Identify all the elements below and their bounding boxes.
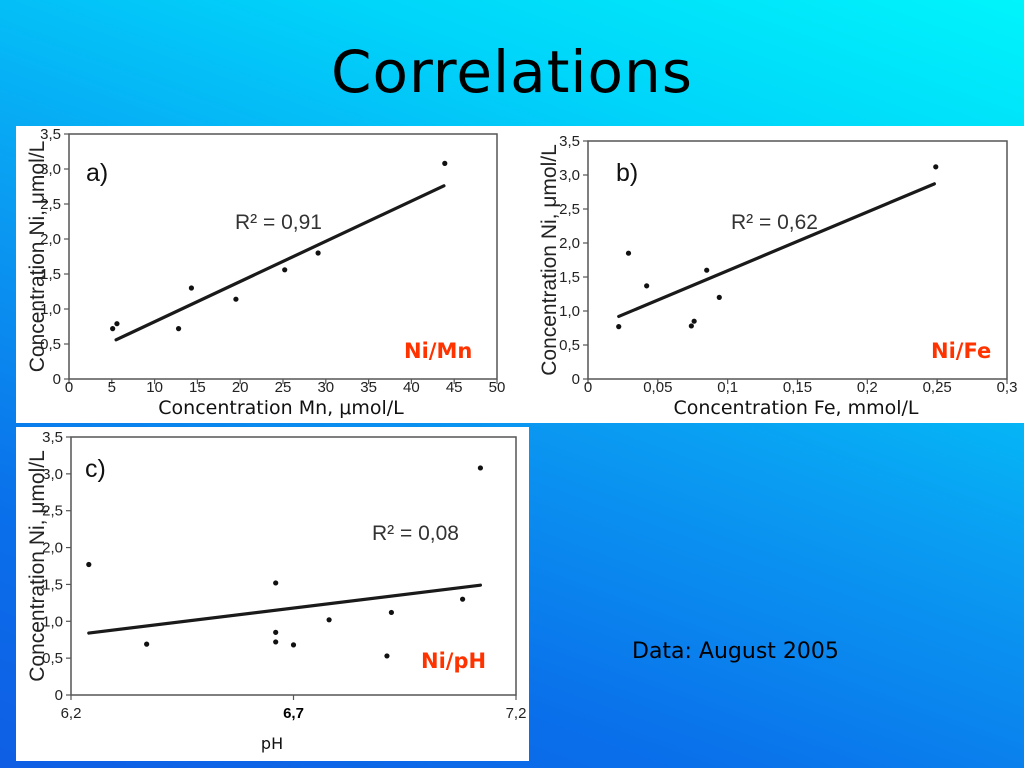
data-point <box>477 465 483 471</box>
data-point <box>388 609 394 616</box>
y-tick-label: 3,0 <box>42 466 63 483</box>
data-point <box>273 580 279 586</box>
x-tick-label-bold: 6,7 <box>283 705 304 722</box>
data-point <box>460 596 466 602</box>
data-point <box>188 285 195 291</box>
x-axis-label: pH <box>261 734 283 753</box>
data-point <box>644 283 650 289</box>
y-tick-label: 2,0 <box>559 235 580 252</box>
x-tick-label: 7,2 <box>506 705 527 722</box>
data-point <box>326 617 332 623</box>
x-tick-label: 5 <box>108 379 116 396</box>
data-point <box>110 326 116 332</box>
chart-ni-ph-svg: 0 0,5 1,0 1,5 2,0 2,5 3,0 3,5 6,2 6,7 7,2 Concentra… <box>26 429 527 753</box>
slide-title: Correlations <box>330 38 694 106</box>
y-tick-label: 1,0 <box>40 301 61 318</box>
data-point <box>716 294 722 300</box>
y-tick-label: 0,5 <box>559 337 580 354</box>
y-tick-label: 1,5 <box>559 269 580 286</box>
y-axis-label: Concentration Ni, μmol/L <box>26 141 49 373</box>
y-tick-label: 2,5 <box>42 503 63 520</box>
x-tick-label: 0,1 <box>717 379 738 396</box>
trend-line <box>114 184 446 342</box>
r-squared-annotation: R² = 0,62 <box>731 211 818 234</box>
y-tick-label: 3,5 <box>42 429 63 446</box>
y-tick-label: 0 <box>55 687 63 704</box>
y-tick-label: 0,5 <box>42 650 63 667</box>
x-tick-label: 0,3 <box>997 379 1018 396</box>
data-point <box>144 641 150 647</box>
y-tick-label: 0,5 <box>40 336 61 353</box>
x-tick-label: 35 <box>360 379 377 396</box>
y-axis-label: Concentration Ni, μmol/L <box>538 144 561 376</box>
y-tick-label: 2,5 <box>559 201 580 218</box>
y-tick-label: 3,5 <box>559 133 580 150</box>
r-squared-annotation: R² = 0,91 <box>235 211 322 234</box>
data-point <box>86 561 92 568</box>
data-point <box>616 324 622 330</box>
x-tick-label: 45 <box>446 379 463 396</box>
data-point <box>315 250 321 256</box>
data-point <box>691 318 697 324</box>
element-pair-tag: Ni/pH <box>421 649 486 673</box>
x-axis-label: Concentration Mn, μmol/L <box>158 397 404 419</box>
data-point <box>273 639 279 645</box>
x-tick-label: 30 <box>317 379 334 396</box>
panel-label: c) <box>85 455 106 483</box>
y-tick-label: 3,0 <box>40 161 61 178</box>
x-tick-label: 40 <box>403 379 420 396</box>
data-point <box>384 653 390 659</box>
panel-label: a) <box>86 159 108 187</box>
data-point <box>290 642 297 648</box>
r-squared-annotation: R² = 0,08 <box>372 522 459 545</box>
data-point <box>114 321 120 327</box>
y-tick-label: 2,0 <box>42 540 63 557</box>
panel-label: b) <box>616 159 638 187</box>
data-point <box>175 326 182 332</box>
chart-ni-mn-svg: 0 0,5 1,0 1,5 2,0 2,5 3,0 3,5 0 5 10 15 20 25 30 35 40 45… <box>26 126 506 419</box>
y-tick-label: 3,5 <box>40 126 61 143</box>
data-point <box>282 267 288 273</box>
y-tick-label: 2,0 <box>40 231 61 248</box>
x-tick-label: 0 <box>584 379 592 396</box>
data-point <box>625 250 632 256</box>
data-point <box>933 164 939 170</box>
x-tick-label: 6,2 <box>61 705 82 722</box>
chart-panel-ni-ph: 0 0,5 1,0 1,5 2,0 2,5 3,0 3,5 6,2 6,7 7,2 Concentra… <box>16 427 529 761</box>
y-tick-label: 1,0 <box>559 303 580 320</box>
x-tick-label: 0,05 <box>643 379 672 396</box>
data-point <box>273 629 279 635</box>
x-tick-label: 20 <box>232 379 249 396</box>
element-pair-tag: Ni/Fe <box>931 339 991 363</box>
data-point <box>704 267 710 273</box>
data-date-note: Data: August 2005 <box>632 639 839 664</box>
chart-ni-fe-svg: 0 0,5 1,0 1,5 2,0 2,5 3,0 3,5 0 0,05 0,1 0,15 0,2 0,2… <box>538 133 1018 419</box>
x-tick-label: 0,25 <box>923 379 952 396</box>
y-tick-label: 1,5 <box>40 266 61 283</box>
x-tick-label: 0 <box>65 379 73 396</box>
x-tick-label: 0,2 <box>857 379 878 396</box>
chart-panel-ni-mn: 0 0,5 1,0 1,5 2,0 2,5 3,0 3,5 0 5 10 15 20 25 30 35 40 45… <box>16 126 528 423</box>
y-tick-label: 2,5 <box>40 196 61 213</box>
x-tick-label: 15 <box>189 379 206 396</box>
y-tick-label: 0 <box>572 371 580 388</box>
y-tick-label: 1,0 <box>42 613 63 630</box>
element-pair-tag: Ni/Mn <box>404 339 472 363</box>
y-tick-label: 0 <box>53 371 61 388</box>
chart-panel-ni-fe: 0 0,5 1,0 1,5 2,0 2,5 3,0 3,5 0 0,05 0,1 0,15 0,2 0,2… <box>528 126 1024 423</box>
y-tick-label: 1,5 <box>42 576 63 593</box>
trend-line <box>617 182 936 319</box>
x-tick-label: 50 <box>489 379 506 396</box>
trend-line <box>87 583 482 635</box>
y-tick-label: 3,0 <box>559 167 580 184</box>
data-point <box>688 323 694 329</box>
x-tick-label: 10 <box>146 379 163 396</box>
x-axis-label: Concentration Fe, mmol/L <box>673 397 918 419</box>
y-axis-label: Concentration Ni, μmol/L <box>26 450 49 682</box>
data-point <box>442 160 448 166</box>
data-point <box>233 296 239 302</box>
x-tick-label: 25 <box>275 379 292 396</box>
x-tick-label: 0,15 <box>783 379 812 396</box>
